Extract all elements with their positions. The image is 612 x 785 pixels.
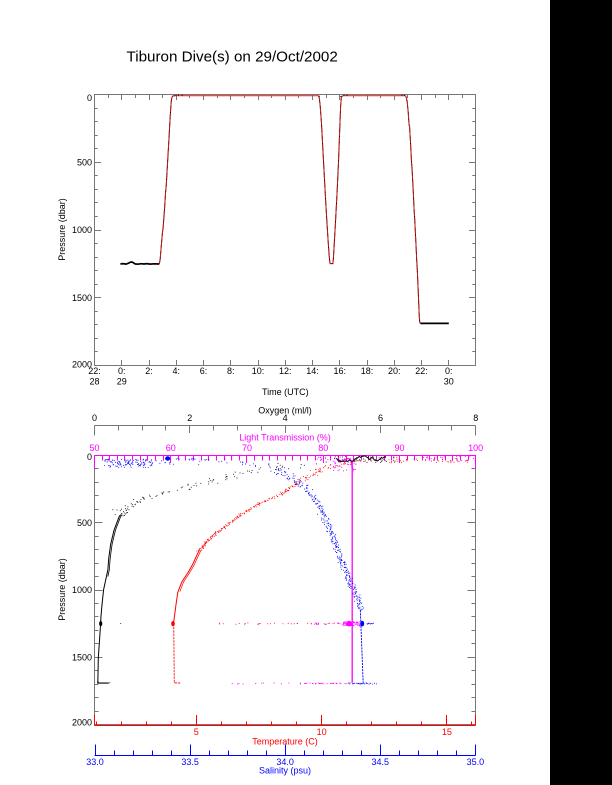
svg-text:Pressure (dbar): Pressure (dbar) — [57, 558, 67, 621]
svg-text:30: 30 — [444, 377, 454, 387]
svg-text:16:: 16: — [334, 366, 347, 376]
svg-text:1000: 1000 — [72, 585, 92, 595]
svg-text:35.0: 35.0 — [467, 757, 485, 767]
svg-text:5: 5 — [194, 727, 199, 737]
svg-text:4: 4 — [283, 413, 288, 423]
svg-text:12:: 12: — [279, 366, 292, 376]
svg-text:100: 100 — [468, 443, 483, 453]
svg-text:Temperature (C): Temperature (C) — [252, 737, 318, 747]
svg-text:60: 60 — [166, 443, 176, 453]
svg-text:34.0: 34.0 — [276, 757, 294, 767]
svg-text:18:: 18: — [361, 366, 374, 376]
svg-text:50: 50 — [89, 443, 99, 453]
svg-text:8:: 8: — [227, 366, 235, 376]
svg-text:14:: 14: — [306, 366, 319, 376]
svg-text:0:: 0: — [118, 366, 126, 376]
svg-text:0:: 0: — [445, 366, 453, 376]
svg-text:10:: 10: — [252, 366, 265, 376]
svg-text:6:: 6: — [200, 366, 208, 376]
svg-text:29: 29 — [117, 377, 127, 387]
svg-text:500: 500 — [77, 518, 92, 528]
svg-text:1000: 1000 — [72, 225, 92, 235]
svg-text:20:: 20: — [388, 366, 401, 376]
svg-text:1500: 1500 — [72, 293, 92, 303]
svg-text:10: 10 — [317, 727, 327, 737]
svg-text:22:: 22: — [88, 366, 101, 376]
svg-text:28: 28 — [89, 377, 99, 387]
svg-text:2:: 2: — [145, 366, 153, 376]
svg-text:0: 0 — [87, 93, 92, 103]
svg-text:Tiburon Dive(s) on 29/Oct/2002: Tiburon Dive(s) on 29/Oct/2002 — [127, 48, 338, 65]
svg-text:22:: 22: — [415, 366, 428, 376]
svg-text:0: 0 — [92, 413, 97, 423]
svg-text:Pressure (dbar): Pressure (dbar) — [57, 198, 67, 261]
svg-text:34.5: 34.5 — [372, 757, 390, 767]
svg-text:33.0: 33.0 — [86, 757, 104, 767]
svg-text:Light Transmission (%): Light Transmission (%) — [239, 433, 331, 443]
svg-text:4:: 4: — [172, 366, 180, 376]
svg-text:33.5: 33.5 — [181, 757, 199, 767]
svg-text:90: 90 — [394, 443, 404, 453]
svg-text:2: 2 — [187, 413, 192, 423]
svg-text:2000: 2000 — [72, 359, 92, 369]
svg-text:8: 8 — [473, 413, 478, 423]
svg-text:500: 500 — [77, 157, 92, 167]
svg-text:0: 0 — [87, 452, 92, 462]
svg-text:Time (UTC): Time (UTC) — [262, 387, 309, 397]
svg-text:6: 6 — [378, 413, 383, 423]
svg-text:1500: 1500 — [72, 653, 92, 663]
svg-text:2000: 2000 — [72, 718, 92, 728]
svg-text:80: 80 — [318, 443, 328, 453]
svg-text:Salinity (psu): Salinity (psu) — [259, 766, 311, 776]
svg-text:Oxygen (ml/l): Oxygen (ml/l) — [258, 406, 312, 416]
svg-text:70: 70 — [242, 443, 252, 453]
svg-text:15: 15 — [442, 727, 452, 737]
